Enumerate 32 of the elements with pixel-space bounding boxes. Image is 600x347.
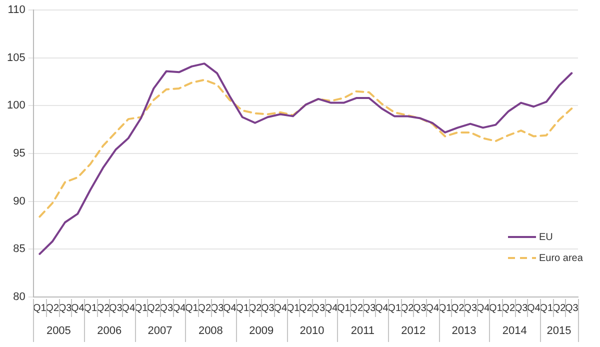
text: 2005 xyxy=(46,325,71,338)
text: 2007 xyxy=(148,325,172,338)
text: 2014 xyxy=(502,325,527,338)
y-tick-label: 95 xyxy=(13,148,26,160)
x-tick-label: Q4 xyxy=(71,302,85,314)
text: 2013 xyxy=(452,325,476,338)
x-tick-label: Q4 xyxy=(526,302,541,314)
text: 2011 xyxy=(350,325,375,338)
x-tick-label: Q3 xyxy=(413,302,427,314)
y-tick-label: 110 xyxy=(8,4,26,16)
legend-label: Euro area xyxy=(539,252,584,264)
x-tick-label: Q2 xyxy=(451,302,465,314)
x-tick-label: Q2 xyxy=(299,302,313,314)
x-tick-label: Q3 xyxy=(261,302,275,314)
text: 2008 xyxy=(198,325,223,338)
y-tick-label: 80 xyxy=(13,291,26,304)
x-tick-label: Q3 xyxy=(109,302,123,314)
text: 2010 xyxy=(300,325,324,338)
y-tick-label: 90 xyxy=(13,195,26,208)
y-tick-label: 105 xyxy=(6,52,26,64)
line-series xyxy=(38,78,573,218)
y-tick-label: 100 xyxy=(6,100,26,112)
y-tick-label: 85 xyxy=(13,243,26,256)
text: 2006 xyxy=(97,325,122,338)
x-tick-label: Q3 xyxy=(564,302,579,314)
legend-label: EU xyxy=(539,232,553,243)
text: 2015 xyxy=(546,325,572,338)
x-tick-label: Q4 xyxy=(223,302,237,314)
x-tick-label: Q2 xyxy=(147,302,161,314)
text: 2012 xyxy=(401,325,426,338)
text: 2009 xyxy=(249,325,274,338)
x-tick-label: Q4 xyxy=(375,302,389,314)
